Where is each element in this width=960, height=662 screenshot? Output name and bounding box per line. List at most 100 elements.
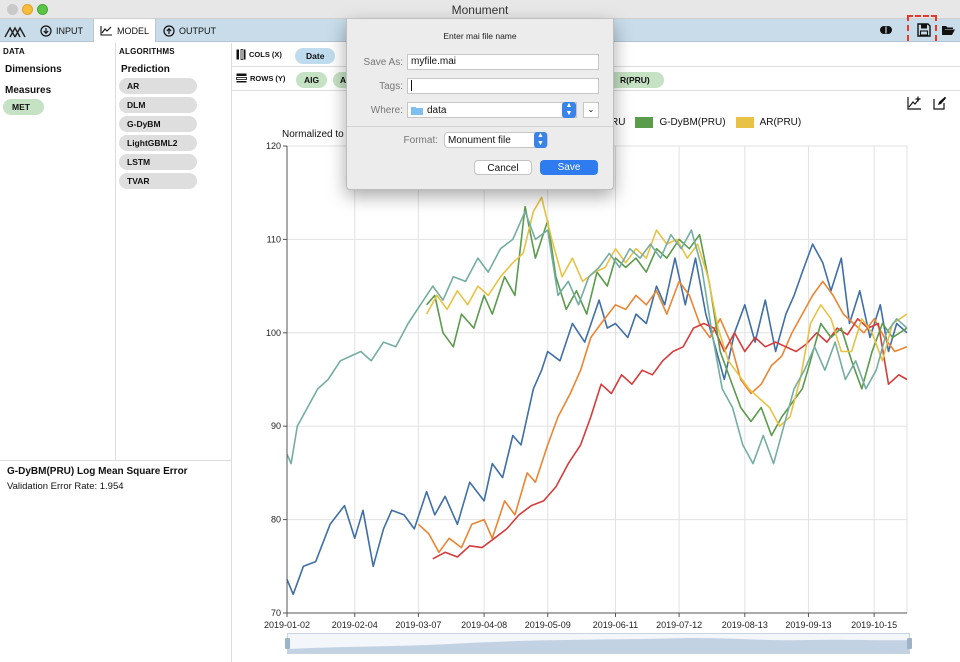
where-value: data (427, 104, 447, 116)
chart-area: 70 80 90 100 110 120 2019-01-02 2019-02-04 2019-… (232, 91, 960, 662)
y-tick-label: 90 (271, 421, 281, 431)
rows-icon (236, 73, 247, 83)
expand-button[interactable]: ⌄ (583, 102, 599, 118)
navigator-left-handle[interactable] (285, 638, 290, 649)
x-tick-label: 2019-09-13 (785, 620, 831, 630)
algorithm-pill-ar[interactable]: AR (119, 78, 197, 94)
x-tick-label: 2019-10-15 (851, 620, 897, 630)
x-tick-label: 2019-04-08 (461, 620, 507, 630)
edit-icon[interactable] (933, 96, 947, 110)
x-tick-label: 2019-08-13 (722, 620, 768, 630)
chart-series (286, 196, 908, 596)
text-cursor (411, 80, 412, 91)
window-title: Monument (451, 3, 509, 17)
chart-add-series-icon[interactable] (907, 96, 922, 110)
line-chart-icon (100, 26, 112, 36)
error-panel: G-DyBM(PRU) Log Mean Square Error Valida… (0, 460, 232, 662)
save-file-dialog: Enter mai file name Save As: myfile.mai … (346, 19, 614, 190)
algorithm-pill-dlm[interactable]: DLM (119, 97, 197, 113)
close-window-button[interactable] (7, 4, 18, 15)
x-tick-label: 2019-03-07 (395, 620, 441, 630)
tab-output[interactable]: OUTPUT (157, 19, 222, 42)
format-select-arrows[interactable]: ▲ ▼ (534, 132, 547, 148)
y-tick-label: 110 (267, 234, 281, 244)
x-tick-label: 2019-05-09 (525, 620, 571, 630)
monument-logo-icon (4, 26, 26, 38)
algorithms-panel-header: ALGORITHMS (119, 47, 175, 56)
dimensions-label: Dimensions (5, 64, 62, 75)
time-range-navigator[interactable] (285, 633, 912, 654)
y-tick-label: 120 (266, 141, 281, 151)
data-panel: DATA Dimensions Measures MET (0, 43, 116, 460)
navigator-overview (288, 638, 909, 653)
series-line (425, 196, 908, 427)
where-select[interactable]: data ▲ ▼ (407, 102, 577, 118)
tags-label: Tags: (379, 81, 403, 92)
where-select-arrows[interactable]: ▲ ▼ (562, 102, 576, 118)
y-tick-label: 100 (266, 328, 281, 338)
chart-legend: RU G-DyBM(PRU) AR(PRU) (611, 117, 801, 128)
x-tick-label: 2019-07-12 (656, 620, 702, 630)
prediction-label: Prediction (121, 64, 170, 75)
tab-input[interactable]: INPUT (34, 19, 89, 42)
format-select[interactable]: Monument file ▲ ▼ (444, 132, 548, 148)
series-line (286, 210, 908, 465)
tab-output-label: OUTPUT (179, 25, 216, 36)
legend-swatch-ar (735, 117, 754, 128)
minimize-window-button[interactable] (22, 4, 33, 15)
y-tick-label: 70 (271, 608, 281, 618)
measure-pill-met[interactable]: MET (3, 99, 44, 115)
legend-swatch-g-dybm (635, 117, 654, 128)
x-tick-label: 2019-06-11 (593, 620, 638, 630)
toggle-icon[interactable] (879, 25, 893, 35)
dialog-title: Enter mai file name (443, 31, 517, 41)
algorithm-pill-lstm[interactable]: LSTM (119, 154, 197, 170)
legend-item-g-dybm-label: G-DyBM(PRU) (659, 117, 726, 128)
series-line (432, 318, 908, 560)
series-line (425, 205, 908, 437)
cols-pill-date[interactable]: Date (295, 48, 336, 64)
save-button[interactable]: Save (540, 160, 598, 175)
series-line (286, 243, 908, 596)
validation-error-rate: Validation Error Rate: 1.954 (7, 481, 124, 492)
algorithm-pill-g-dybm[interactable]: G-DyBM (119, 116, 197, 132)
tab-model[interactable]: MODEL (93, 19, 157, 42)
forecast-line-chart: 70 80 90 100 110 120 2019-01-02 2019-02-04 2019-… (264, 141, 908, 630)
folder-icon[interactable] (941, 24, 956, 36)
download-circle-icon (40, 24, 52, 37)
series-line (417, 280, 908, 554)
cancel-button[interactable]: Cancel (474, 160, 532, 175)
rows-pill-aig[interactable]: AIG (296, 72, 328, 88)
cols-label: COLS (X) (249, 50, 282, 59)
data-panel-header: DATA (3, 47, 25, 56)
maximize-window-button[interactable] (37, 4, 48, 15)
tab-model-label: MODEL (117, 25, 150, 36)
rows-label: ROWS (Y) (250, 73, 286, 83)
algorithm-pill-tvar[interactable]: TVAR (119, 173, 197, 189)
dialog-divider (347, 126, 613, 127)
save-as-label: Save As: (363, 57, 403, 68)
algorithm-pill-lightgbml2[interactable]: LightGBML2 (119, 135, 197, 151)
save-icon[interactable] (917, 23, 931, 37)
x-tick-label: 2019-02-04 (332, 620, 378, 630)
title-bar: Monument (0, 0, 960, 19)
upload-circle-icon (163, 24, 175, 37)
y-tick-label: 80 (271, 515, 281, 525)
tab-input-label: INPUT (56, 25, 83, 36)
x-tick-label: 2019-01-02 (264, 620, 310, 630)
folder-icon (411, 106, 423, 115)
navigator-right-handle[interactable] (907, 638, 912, 649)
algorithms-panel: ALGORITHMS Prediction AR DLM G-DyBM Ligh… (116, 43, 232, 460)
columns-icon (236, 49, 246, 60)
save-as-input[interactable]: myfile.mai (407, 54, 599, 70)
format-value: Monument file (448, 134, 511, 146)
rows-pill-ar-pru[interactable]: R(PRU) (612, 72, 664, 88)
legend-item-ar-label: AR(PRU) (759, 117, 802, 128)
chart-axes: 70 80 90 100 110 120 2019-01-02 2019-02-04 2019-… (264, 141, 907, 630)
tags-input[interactable] (407, 78, 599, 94)
format-label: Format: (403, 135, 438, 146)
cols-shelf-label-group: COLS (X) (236, 49, 282, 60)
measures-label: Measures (5, 85, 52, 96)
rows-shelf-label-group: ROWS (Y) (236, 73, 285, 83)
error-panel-title: G-DyBM(PRU) Log Mean Square Error (7, 466, 188, 477)
